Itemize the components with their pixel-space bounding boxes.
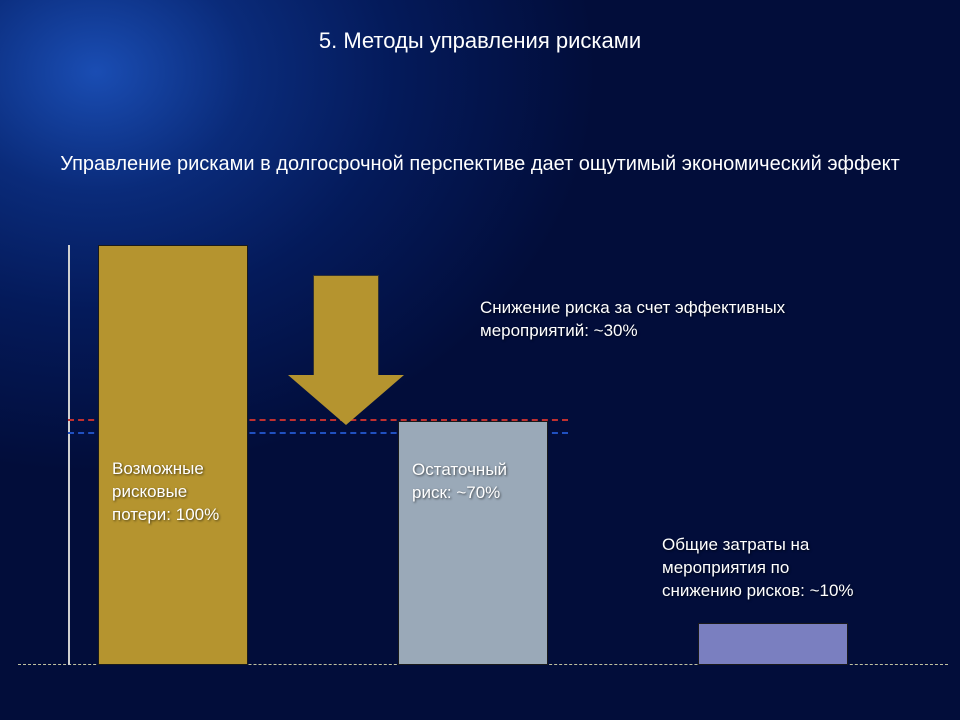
chart-area: Возможные рисковые потери: 100% Остаточны… (68, 245, 908, 665)
bar-bar2 (398, 421, 548, 665)
arrow-shaft (313, 275, 379, 375)
bar-label-bar2: Остаточный риск: ~70% (412, 459, 542, 505)
bar-label-bar1: Возможные рисковые потери: 100% (112, 458, 242, 527)
y-axis (68, 245, 70, 665)
slide-subtitle: Управление рисками в долгосрочной перспе… (0, 150, 960, 178)
slide-title: 5. Методы управления рисками (0, 28, 960, 54)
down-arrow-icon (288, 275, 404, 425)
arrow-head (288, 375, 404, 425)
annotation-reduction: Снижение риска за счет эффективных мероп… (480, 297, 840, 343)
bar-bar3 (698, 623, 848, 665)
bar-bar1 (98, 245, 248, 665)
bar-label-bar3: Общие затраты на мероприятия по снижению… (662, 534, 862, 603)
